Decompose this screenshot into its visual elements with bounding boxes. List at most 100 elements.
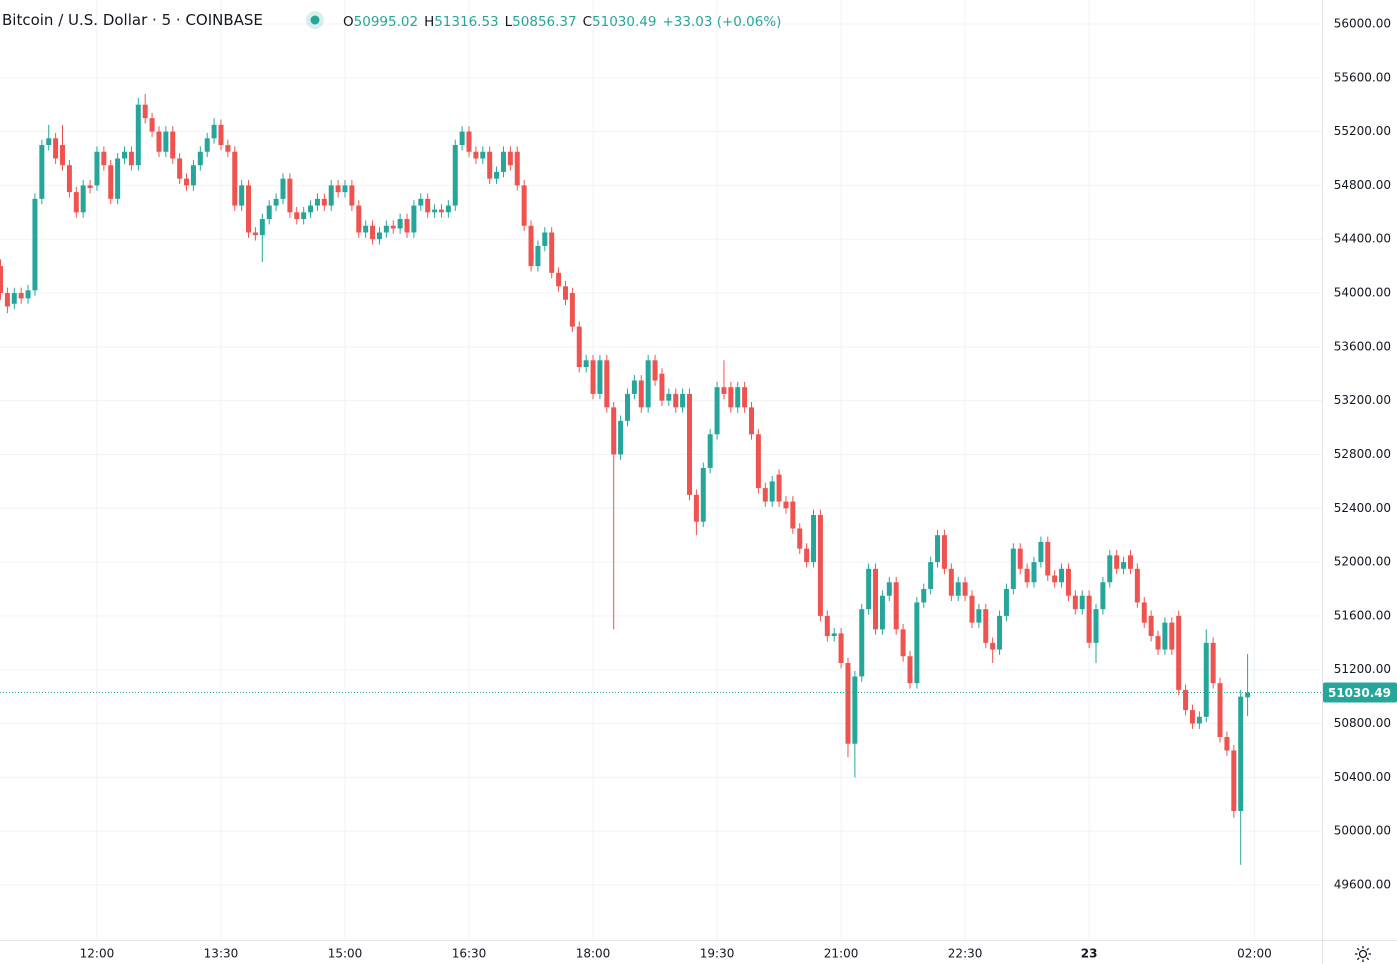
y-tick-label: 56000.00 — [1334, 16, 1391, 30]
candle-body — [1010, 548, 1016, 589]
candle-body — [259, 219, 265, 236]
candle-body — [769, 481, 775, 502]
candle-body — [184, 178, 190, 186]
candle-body — [852, 676, 858, 744]
y-tick-label: 49600.00 — [1334, 877, 1391, 891]
candle-body — [783, 501, 789, 509]
candle-body — [246, 185, 252, 233]
candle-body — [1176, 615, 1182, 690]
y-tick-label: 55200.00 — [1334, 124, 1391, 138]
candle-body — [935, 535, 941, 563]
candle-body — [1059, 568, 1065, 583]
candle-body — [480, 151, 486, 159]
legend-label: H — [424, 14, 434, 30]
x-tick-label: 15:00 — [328, 947, 363, 961]
candle-body — [900, 629, 906, 657]
candle-body — [1162, 622, 1168, 650]
candle-body — [928, 562, 934, 589]
candle-body — [87, 185, 93, 189]
candle-body — [53, 138, 59, 159]
candle-body — [376, 232, 382, 240]
settings-icon[interactable] — [1355, 946, 1371, 962]
legend-value: 50995.02 — [354, 14, 418, 30]
candle-body — [308, 205, 314, 213]
candle-body — [624, 393, 630, 421]
candle-body — [170, 131, 176, 159]
candle-body — [687, 393, 692, 495]
candle-body — [314, 198, 320, 206]
candle-body — [1245, 692, 1251, 698]
candle-body — [1031, 562, 1037, 583]
candle-body — [507, 151, 513, 166]
candle-body — [831, 633, 837, 637]
candle-body — [859, 609, 865, 677]
candle-body — [514, 151, 520, 186]
candle-body — [866, 568, 872, 610]
candle-body — [1065, 568, 1071, 596]
candle-body — [921, 588, 927, 603]
candle-body — [762, 488, 768, 502]
candle-body — [1045, 541, 1051, 576]
legend-value: 50856.37 — [512, 14, 576, 30]
candle-body — [301, 212, 307, 220]
candle-body — [473, 151, 479, 159]
candle-body — [521, 185, 527, 226]
candle-body — [294, 212, 300, 220]
candle-body — [590, 360, 596, 394]
x-tick-label: 02:00 — [1237, 947, 1272, 961]
candle-body — [370, 225, 376, 240]
x-tick-label: 22:30 — [948, 947, 983, 961]
ohlc-legend: O50995.02 H51316.53 L50856.37 C51030.49 +33.… — [343, 14, 781, 30]
candle-body — [487, 151, 493, 179]
candle-body — [1086, 595, 1092, 643]
y-tick-label: 53600.00 — [1334, 339, 1391, 353]
candle-body — [363, 225, 369, 233]
candle-body — [962, 582, 968, 596]
exchange: COINBASE — [185, 11, 262, 29]
candle-body — [459, 131, 465, 146]
candle-body — [1052, 575, 1058, 583]
candle-body — [976, 609, 982, 623]
candle-body — [914, 602, 920, 684]
candle-body — [907, 656, 913, 684]
candle-body — [562, 286, 568, 300]
candle-body — [1203, 642, 1209, 717]
y-tick-label: 54400.00 — [1334, 232, 1391, 246]
x-tick-label: 23 — [1081, 947, 1098, 961]
candle-body — [611, 407, 617, 455]
grid — [0, 0, 1322, 940]
candle-body — [128, 151, 134, 166]
candle-body — [749, 407, 755, 435]
candle-body — [390, 225, 396, 229]
candle-body — [1224, 736, 1230, 751]
candle-body — [990, 642, 996, 650]
candle-body — [1072, 595, 1078, 610]
candle-body — [411, 205, 417, 233]
candle-body — [955, 582, 961, 596]
candle-body — [500, 151, 506, 172]
candle-body — [652, 360, 658, 381]
candle-body — [197, 151, 203, 166]
legend-label: O — [343, 14, 354, 30]
candle-body — [349, 185, 355, 206]
candle-body — [700, 467, 706, 522]
candle-body — [101, 151, 107, 166]
candle-body — [604, 360, 610, 408]
candle-body — [714, 387, 720, 435]
candle-body — [218, 124, 224, 146]
candle-body — [397, 219, 403, 229]
candle-body — [817, 515, 823, 616]
candle-body — [1189, 710, 1195, 724]
candle-body — [239, 185, 245, 206]
candle-body — [631, 380, 637, 394]
candle-body — [94, 151, 100, 186]
candle-body — [673, 393, 679, 408]
y-tick-label: 51200.00 — [1334, 662, 1391, 676]
candle-body — [142, 104, 148, 119]
candle-body — [1231, 750, 1237, 811]
candle-body — [466, 131, 472, 152]
y-tick-label: 54800.00 — [1334, 178, 1391, 192]
candle-body — [232, 151, 238, 206]
symbol-header: Bitcoin / U.S. Dollar · 5 · COINBASE — [2, 11, 263, 29]
